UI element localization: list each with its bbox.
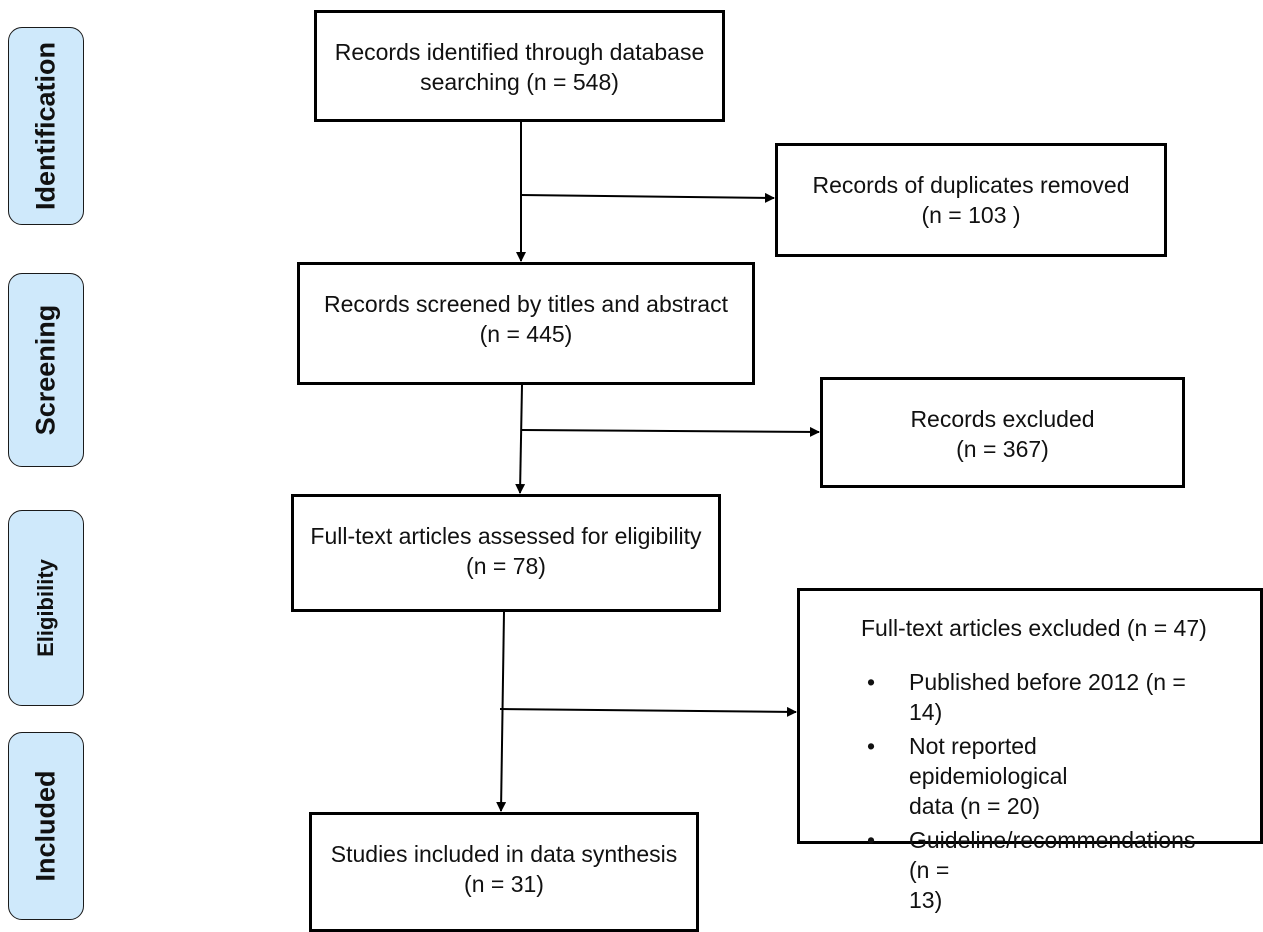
fulltext-excluded-box: Full-text articles excluded (n = 47) • P… <box>797 588 1263 913</box>
stage-identification: Identification <box>8 27 84 225</box>
screened-records-line1: Records screened by titles and abstract <box>324 291 728 317</box>
identified-records-line2: searching (n = 548) <box>420 69 619 95</box>
exclusion-reason-line2: 13) <box>909 887 943 913</box>
exclusion-reasons-list: • Published before 2012 (n = 14) • Not r… <box>861 667 1195 919</box>
studies-included-line1: Studies included in data synthesis <box>330 841 678 867</box>
records-excluded-box: Records excluded (n = 367) <box>820 377 1185 488</box>
exclusion-reason-item: • Not reported epidemiological data (n =… <box>861 731 1191 821</box>
bullet-icon: • <box>867 669 876 695</box>
arrow-fulltext-to-included <box>496 611 507 812</box>
duplicates-removed-box: Records of duplicates removed (n = 103 ) <box>775 143 1167 257</box>
exclusion-reason-line2: data (n = 20) <box>909 793 1041 819</box>
exclusion-reason-line1: Guideline/recommendations (n = <box>909 827 1196 883</box>
stage-eligibility: Eligibility <box>8 510 84 706</box>
exclusion-reason-item: • Published before 2012 (n = 14) <box>861 667 1191 727</box>
duplicates-removed-line2: (n = 103 ) <box>921 202 1021 228</box>
fulltext-assessed-line1: Full-text articles assessed for eligibil… <box>310 523 702 549</box>
stage-included: Included <box>8 732 84 920</box>
stage-eligibility-label: Eligibility <box>33 559 58 657</box>
fulltext-excluded-title: Full-text articles excluded (n = 47) <box>861 615 1207 641</box>
screened-records-line2: (n = 445) <box>479 321 573 347</box>
duplicates-removed-line1: Records of duplicates removed <box>812 172 1130 198</box>
records-excluded-line2: (n = 367) <box>956 436 1049 462</box>
arrow-to-fulltext-excluded <box>499 706 797 717</box>
bullet-icon: • <box>867 827 876 853</box>
stage-included-label: Included <box>30 770 61 882</box>
stage-screening: Screening <box>8 273 84 467</box>
exclusion-reason-line1: Published before 2012 (n = 14) <box>909 669 1186 725</box>
identified-records-line1: Records identified through database <box>334 39 705 65</box>
screened-records-box: Records screened by titles and abstract … <box>297 262 755 385</box>
arrow-to-records-excluded <box>521 426 820 437</box>
bullet-icon: • <box>867 733 876 759</box>
exclusion-reason-line1: Not reported epidemiological <box>909 733 1068 789</box>
fulltext-assessed-line2: (n = 78) <box>466 553 546 579</box>
exclusion-reason-item: • Guideline/recommendations (n = 13) <box>861 825 1195 915</box>
stage-screening-label: Screening <box>30 304 61 436</box>
studies-included-box: Studies included in data synthesis (n = … <box>309 812 699 932</box>
studies-included-line2: (n = 31) <box>464 871 544 897</box>
identified-records-box: Records identified through database sear… <box>314 10 725 122</box>
stage-identification-label: Identification <box>30 42 61 210</box>
fulltext-assessed-box: Full-text articles assessed for eligibil… <box>291 494 721 612</box>
arrow-to-duplicates <box>520 192 775 203</box>
records-excluded-line1: Records excluded <box>910 406 1095 432</box>
arrow-screened-to-fulltext <box>515 384 526 494</box>
